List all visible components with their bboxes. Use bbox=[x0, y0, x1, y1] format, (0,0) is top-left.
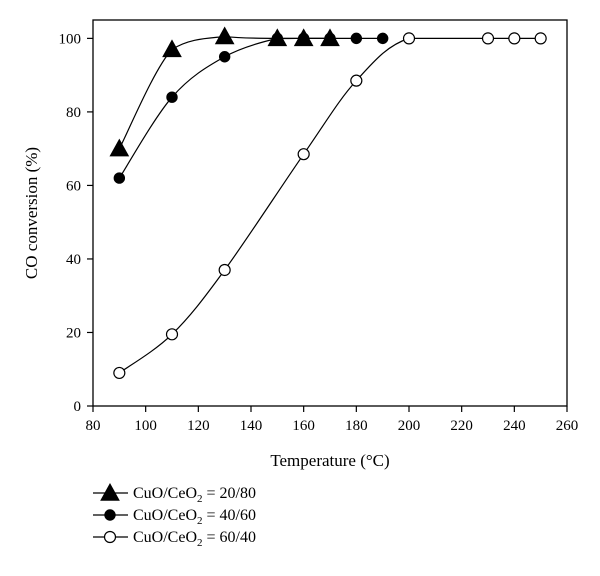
series-2-point bbox=[376, 32, 389, 45]
y-tick-label: 60 bbox=[66, 178, 81, 194]
series-3-curve bbox=[118, 37, 541, 374]
series-2-point bbox=[350, 32, 363, 45]
x-tick-label: 120 bbox=[187, 418, 210, 434]
series-2-point bbox=[218, 51, 231, 63]
legend-marker bbox=[103, 530, 117, 544]
x-tick-label: 160 bbox=[292, 418, 315, 434]
series-3-point bbox=[165, 328, 179, 341]
legend-label: CuO/CeO2 = 60/40 bbox=[133, 529, 256, 549]
series-2-point bbox=[324, 32, 336, 45]
legend-label: CuO/CeO2 = 40/60 bbox=[133, 507, 256, 527]
x-tick-label: 100 bbox=[134, 418, 157, 434]
legend-marker bbox=[104, 509, 116, 521]
series-2-point bbox=[297, 32, 310, 45]
series-2-point bbox=[271, 32, 284, 45]
x-tick-label: 260 bbox=[556, 418, 579, 434]
plot-frame bbox=[92, 19, 568, 407]
x-tick-label: 80 bbox=[86, 418, 101, 434]
series-3-point bbox=[508, 32, 521, 45]
legend-marker bbox=[100, 482, 120, 501]
x-tick-label: 180 bbox=[345, 418, 368, 434]
series-3-point bbox=[218, 263, 231, 277]
y-tick-label: 40 bbox=[66, 252, 81, 268]
x-axis-title: Temperature (°C) bbox=[270, 451, 389, 470]
series-1-point bbox=[214, 26, 235, 45]
series-3-point bbox=[297, 148, 310, 161]
y-tick-label: 80 bbox=[66, 105, 81, 121]
x-tick-label: 220 bbox=[450, 418, 473, 434]
y-axis-title: CO conversion (%) bbox=[22, 147, 41, 279]
series-2-curve bbox=[118, 37, 383, 179]
x-tick-label: 200 bbox=[398, 418, 421, 434]
x-tick-label: 240 bbox=[503, 418, 526, 434]
series-1-point bbox=[109, 138, 130, 157]
series-3-point bbox=[481, 32, 495, 45]
series-1-point bbox=[162, 39, 182, 58]
series-3-point bbox=[113, 366, 126, 380]
data-markers bbox=[109, 26, 547, 380]
chart-axes: 80 100 120 140 160 180 200 220 240 260 0 20 40 60 80 10… bbox=[22, 19, 579, 470]
series-2-point bbox=[113, 172, 126, 184]
series-3-point bbox=[402, 32, 416, 45]
x-tick-label: 140 bbox=[240, 418, 263, 434]
y-tick-label: 0 bbox=[74, 399, 82, 415]
legend-label: CuO/CeO2 = 20/80 bbox=[133, 485, 256, 505]
series-3-point bbox=[350, 74, 363, 87]
fit-curves bbox=[118, 35, 541, 374]
y-tick-label: 100 bbox=[59, 31, 82, 47]
y-tick-label: 20 bbox=[66, 325, 81, 341]
series-2-point bbox=[166, 91, 178, 103]
series-3-point bbox=[534, 32, 547, 45]
